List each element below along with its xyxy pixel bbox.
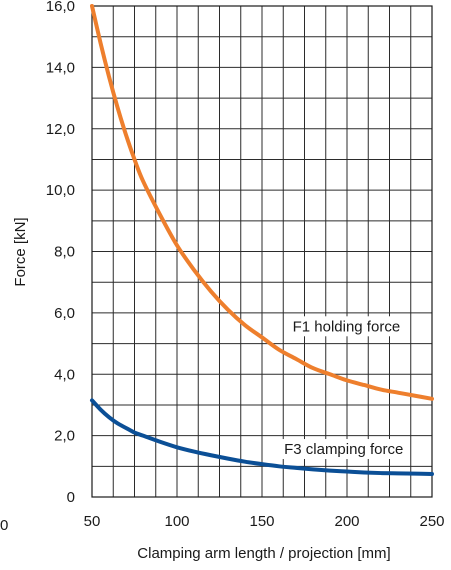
x-axis-ticks: 50 100 150 200 250 — [84, 513, 445, 530]
series-label: F1 holding force — [293, 318, 401, 335]
plot-border — [91, 5, 433, 498]
y-tick-label: 4,0 — [54, 366, 75, 383]
y-axis-ticks: 0 2,0 4,0 6,0 8,0 10,0 12,0 14,0 16,0 — [46, 0, 75, 506]
series-labels: F1 holding force F3 clamping force — [282, 316, 406, 460]
y-tick-label: 8,0 — [54, 244, 75, 261]
x-tick-label: 250 — [419, 513, 444, 530]
series-lines — [90, 4, 434, 476]
series-line-f3-clamping-force — [90, 398, 434, 476]
series-label-background — [290, 316, 403, 337]
y-tick-label: 16,0 — [46, 0, 75, 15]
series-line-f1-holding-force — [90, 4, 434, 401]
x-tick-label: 100 — [164, 513, 189, 530]
x-tick-label: 200 — [334, 513, 359, 530]
y-tick-label: 2,0 — [54, 428, 75, 445]
grid — [91, 5, 433, 498]
series-label-background — [282, 439, 406, 460]
y-tick-label: 14,0 — [46, 59, 75, 76]
y-axis-title: Force [kN] — [12, 217, 29, 286]
x-tick-label: 50 — [84, 513, 101, 530]
y-tick-label: 0 — [67, 489, 75, 506]
plot-frame — [91, 5, 433, 498]
series-label: F3 clamping force — [284, 441, 403, 458]
y-tick-label: 10,0 — [46, 182, 75, 199]
x-tick-label: 150 — [249, 513, 274, 530]
x-axis-title: Clamping arm length / projection [mm] — [137, 545, 390, 562]
y-tick-label: 12,0 — [46, 121, 75, 138]
y-tick-label: 6,0 — [54, 305, 75, 322]
stray-zero-label: 0 — [0, 517, 8, 534]
